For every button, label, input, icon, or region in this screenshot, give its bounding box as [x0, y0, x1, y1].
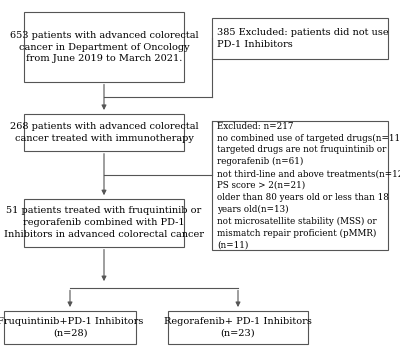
Text: 653 patients with advanced colorectal
cancer in Department of Oncology
from June: 653 patients with advanced colorectal ca… — [10, 31, 198, 63]
FancyBboxPatch shape — [4, 311, 136, 344]
Text: Excluded: n=217
no combined use of targeted drugs(n=111)
targeted drugs are not : Excluded: n=217 no combined use of targe… — [217, 121, 400, 250]
FancyBboxPatch shape — [212, 121, 388, 250]
FancyBboxPatch shape — [24, 199, 184, 247]
Text: 51 patients treated with fruquintinib or
regorafenib combined with PD-1
Inhibito: 51 patients treated with fruquintinib or… — [4, 207, 204, 239]
FancyBboxPatch shape — [24, 12, 184, 82]
Text: 385 Excluded: patients did not use
PD-1 Inhibitors: 385 Excluded: patients did not use PD-1 … — [217, 28, 388, 49]
Text: 268 patients with advanced colorectal
cancer treated with immunotherapy: 268 patients with advanced colorectal ca… — [10, 122, 198, 143]
FancyBboxPatch shape — [24, 114, 184, 151]
Text: Regorafenib+ PD-1 Inhibitors
(n=23): Regorafenib+ PD-1 Inhibitors (n=23) — [164, 317, 312, 338]
FancyBboxPatch shape — [168, 311, 308, 344]
Text: Fruquintinib+PD-1 Inhibitors
(n=28): Fruquintinib+PD-1 Inhibitors (n=28) — [0, 317, 143, 338]
FancyBboxPatch shape — [212, 18, 388, 59]
